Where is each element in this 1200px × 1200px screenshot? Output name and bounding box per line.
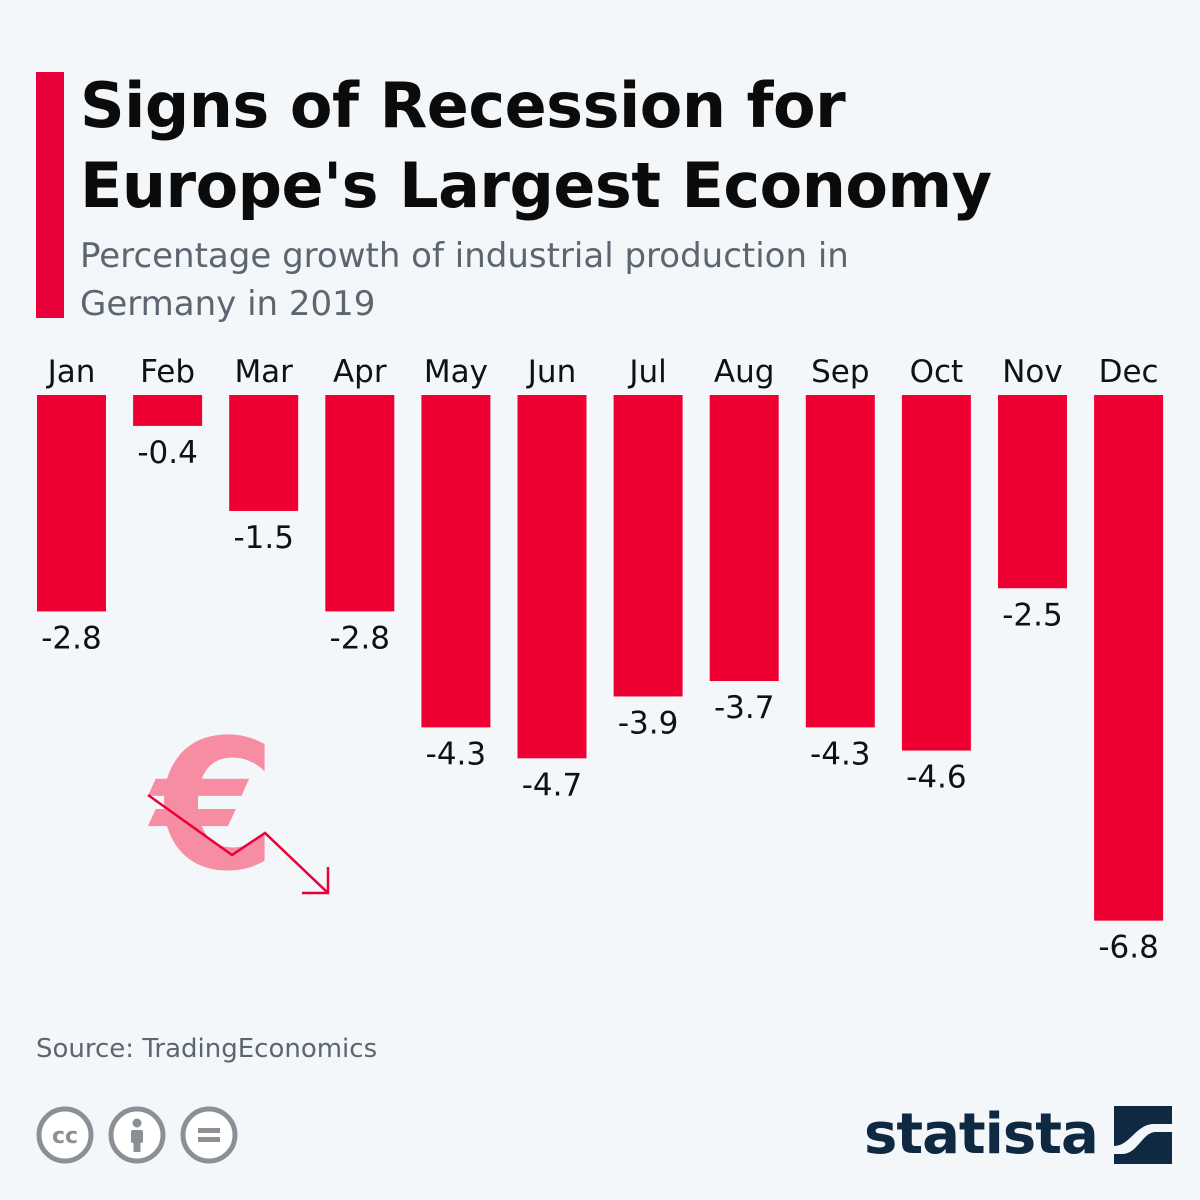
bar-nov	[998, 395, 1067, 589]
bars-layer: Jan -2.8 Feb -0.4 Mar -1.5 Apr -2.8 May -4.3 Jun -4…	[37, 354, 1164, 966]
value-label-mar: -1.5	[233, 520, 294, 556]
value-label-sep: -4.3	[810, 736, 871, 772]
attribution-icon[interactable]	[108, 1106, 166, 1164]
value-label-feb: -0.4	[137, 435, 198, 471]
statista-logo-icon	[1113, 1106, 1172, 1164]
category-label-oct: Oct	[910, 354, 964, 390]
category-label-dec: Dec	[1099, 354, 1159, 390]
category-label-mar: Mar	[234, 354, 293, 390]
statista-wordmark: statista	[864, 1102, 1099, 1167]
bar-aug	[709, 395, 779, 682]
category-label-sep: Sep	[811, 354, 869, 390]
chart-title-line-1: Signs of Recession for	[80, 69, 846, 142]
license-icons: cc	[36, 1106, 238, 1164]
source-note: Source: TradingEconomics	[36, 1034, 378, 1064]
category-label-jul: Jul	[627, 354, 666, 390]
creative-commons-icon[interactable]: cc	[36, 1106, 94, 1164]
category-label-apr: Apr	[333, 354, 387, 390]
statista-brand: statista	[864, 1100, 1172, 1170]
euro-sign: €	[147, 702, 276, 911]
category-label-jan: Jan	[46, 354, 96, 390]
value-label-jan: -2.8	[41, 620, 102, 656]
decline-arrow-line	[147, 793, 329, 894]
category-label-nov: Nov	[1002, 354, 1063, 390]
bar-jun	[517, 395, 587, 759]
chart-subtitle-line-1: Percentage growth of industrial producti…	[80, 236, 849, 276]
bar-mar	[229, 395, 299, 511]
chart-subtitle: Percentage growth of industrial producti…	[80, 232, 1080, 328]
value-label-aug: -3.7	[714, 690, 775, 726]
category-label-may: May	[424, 354, 488, 390]
value-label-jun: -4.7	[522, 767, 583, 803]
bar-sep	[805, 395, 875, 728]
category-label-jun: Jun	[526, 354, 576, 390]
bar-may	[421, 395, 491, 728]
chart-title: Signs of Recession for Europe's Largest …	[80, 66, 1160, 226]
value-label-apr: -2.8	[330, 620, 391, 656]
decline-arrow-head	[302, 867, 330, 895]
category-label-feb: Feb	[140, 354, 195, 390]
no-derivatives-icon[interactable]	[180, 1106, 238, 1164]
bar-feb	[133, 395, 203, 426]
chart-title-line-2: Europe's Largest Economy	[80, 149, 992, 222]
chart-subtitle-line-2: Germany in 2019	[80, 284, 376, 324]
category-label-aug: Aug	[714, 354, 775, 390]
bar-jul	[613, 395, 683, 697]
bar-oct	[901, 395, 971, 751]
value-label-dec: -6.8	[1098, 930, 1159, 966]
value-label-oct: -4.6	[906, 760, 967, 796]
euro-decline-icon: €	[147, 702, 330, 911]
bar-dec	[1094, 395, 1164, 921]
bar-apr	[325, 395, 395, 612]
bar-chart: Jan -2.8 Feb -0.4 Mar -1.5 Apr -2.8 May -4.3 Jun -4…	[37, 354, 1164, 966]
value-label-jul: -3.9	[618, 705, 679, 741]
bar-jan	[37, 395, 106, 612]
title-accent-bar	[36, 72, 64, 318]
value-label-may: -4.3	[426, 736, 487, 772]
value-label-nov: -2.5	[1002, 597, 1063, 633]
svg-text:cc: cc	[52, 1124, 78, 1149]
